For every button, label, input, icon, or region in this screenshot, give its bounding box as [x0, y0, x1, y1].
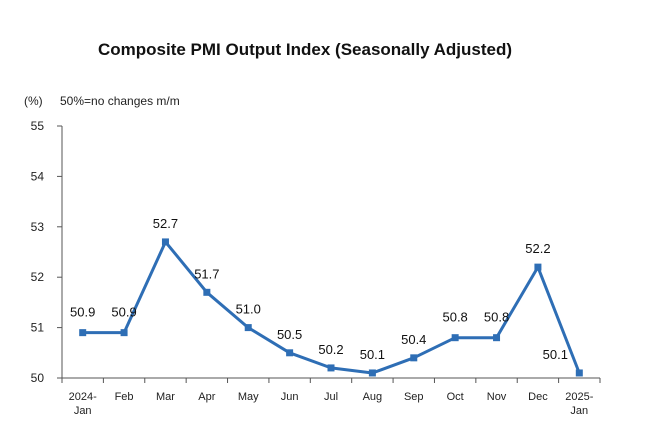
- x-tick-label: Aug: [363, 391, 383, 403]
- data-label: 52.7: [153, 216, 178, 231]
- x-tick-label: 2025-: [565, 391, 593, 403]
- x-tick-label: Jan: [74, 405, 92, 417]
- data-point: [575, 369, 583, 377]
- x-tick-label: May: [238, 391, 259, 403]
- data-label: 50.5: [277, 327, 302, 342]
- data-label: 50.9: [111, 305, 136, 320]
- data-point: [161, 238, 169, 246]
- data-label: 50.9: [70, 305, 95, 320]
- data-label: 51.7: [194, 266, 219, 281]
- y-axis-ticks: 50 51 52 53 54 55: [31, 119, 62, 385]
- data-label: 50.4: [401, 332, 426, 347]
- data-point: [451, 334, 459, 342]
- series-markers: [79, 238, 583, 377]
- data-point: [244, 324, 252, 332]
- data-label: 50.8: [442, 310, 467, 325]
- data-label: 50.8: [484, 310, 509, 325]
- y-tick-label: 52: [31, 270, 45, 284]
- y-axis-unit-label: (%): [24, 94, 43, 108]
- data-label: 50.1: [543, 347, 568, 362]
- data-label: 50.2: [318, 342, 343, 357]
- x-axis-ticks: 2024- Jan Feb Mar Apr May Jun Jul Aug Sep Oct Nov De…: [61, 378, 601, 417]
- x-tick-label: Oct: [447, 391, 464, 403]
- data-point: [203, 288, 211, 296]
- x-tick-label: 2024-: [69, 391, 97, 403]
- x-tick-label: Feb: [115, 391, 134, 403]
- data-label: 50.1: [360, 347, 385, 362]
- x-tick-label: Apr: [198, 391, 215, 403]
- data-label: 51.0: [236, 302, 261, 317]
- data-label: 52.2: [525, 241, 550, 256]
- data-labels: 50.9 50.9 52.7 51.7 51.0 50.5 50.2 50.1 50.4 50.8…: [70, 216, 568, 362]
- data-point: [286, 349, 294, 357]
- x-tick-label: Mar: [156, 391, 175, 403]
- data-point: [410, 354, 418, 362]
- data-point: [493, 334, 501, 342]
- y-tick-label: 55: [31, 119, 45, 133]
- data-point: [120, 329, 128, 337]
- y-tick-label: 51: [31, 321, 45, 335]
- chart-title: Composite PMI Output Index (Seasonally A…: [98, 40, 512, 59]
- data-point: [79, 329, 87, 337]
- data-point: [368, 369, 376, 377]
- y-tick-label: 53: [31, 220, 45, 234]
- x-tick-label: Jul: [324, 391, 338, 403]
- x-tick-label: Jun: [281, 391, 299, 403]
- x-tick-label: Jan: [570, 405, 588, 417]
- data-point: [534, 263, 542, 271]
- x-tick-label: Nov: [487, 391, 507, 403]
- y-tick-label: 50: [31, 371, 45, 385]
- x-tick-label: Dec: [528, 391, 548, 403]
- x-tick-label: Sep: [404, 391, 424, 403]
- data-point: [327, 364, 335, 372]
- y-tick-label: 54: [31, 169, 45, 183]
- chart-note: 50%=no changes m/m: [60, 94, 180, 108]
